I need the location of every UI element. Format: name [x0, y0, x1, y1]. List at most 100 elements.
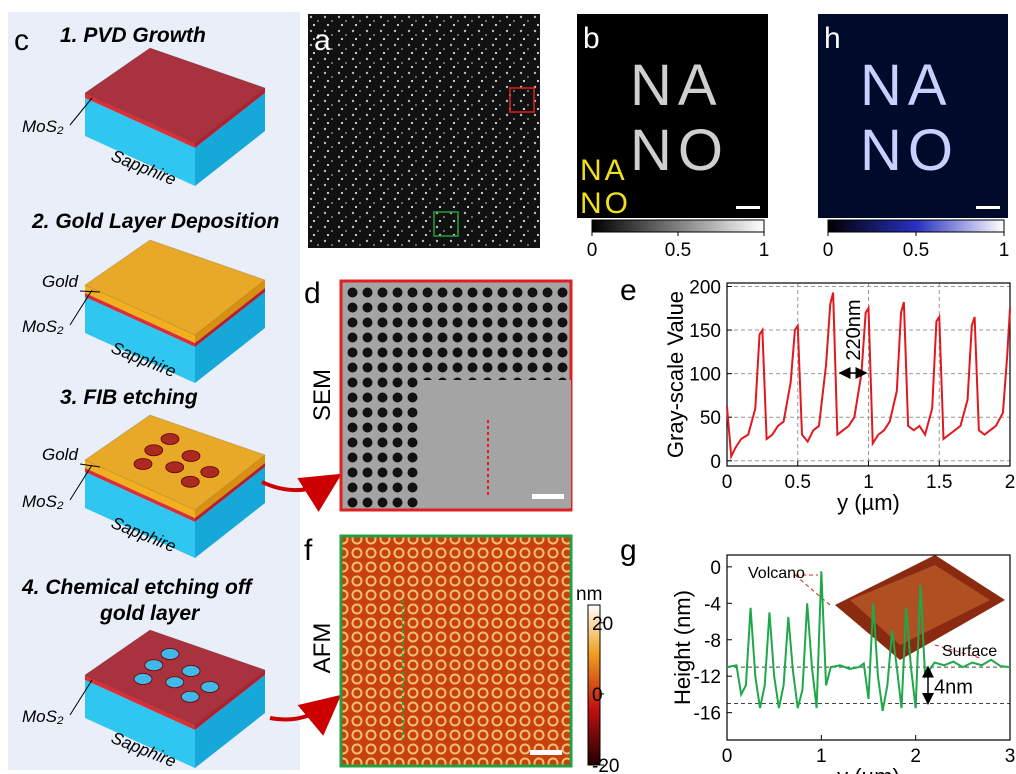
leader [69, 464, 93, 501]
annotation: 4nm [934, 676, 973, 698]
colorbar-unit: nm [576, 584, 602, 605]
y-tick-label: 100 [689, 365, 721, 386]
leader [794, 574, 831, 606]
step-title: 2. Gold Layer Deposition [31, 210, 279, 233]
x-tick-label: 2 [910, 746, 921, 767]
material-label: MoS₂ [22, 707, 64, 726]
panel-label: d [304, 277, 321, 310]
panel-label: c [14, 24, 29, 57]
x-axis-label: y (µm) [837, 764, 900, 774]
colorbar-tick-label: 20 [592, 614, 613, 635]
box-top [83, 47, 267, 144]
box-side [85, 297, 195, 383]
x-tick-label: 0 [722, 746, 733, 767]
annotation: 220nm [843, 299, 865, 360]
annotation: Surface [942, 643, 997, 660]
colorbar [591, 219, 765, 233]
arrow [269, 694, 342, 736]
box-side [195, 463, 265, 522]
colorbar-tick-label: 0 [592, 685, 603, 706]
colorbar-tick-label: -20 [592, 756, 619, 774]
step-title: 3. FIB etching [60, 386, 198, 409]
material-label: Gold [42, 445, 78, 464]
image-f [339, 534, 573, 768]
hole [200, 466, 220, 478]
data-line [726, 292, 1011, 461]
y-axis-label: Height (nm) [670, 590, 695, 705]
image-b [577, 14, 768, 218]
box-side [85, 93, 195, 148]
box-side [85, 98, 195, 186]
box-side [85, 285, 195, 343]
x-tick-label: 2 [1005, 472, 1016, 493]
step-title: 4. Chemical etching off [21, 576, 253, 599]
box-top [83, 239, 267, 336]
material-label: MoS₂ [22, 492, 64, 511]
image-text: NA [860, 53, 953, 118]
image-text: NO [860, 118, 959, 183]
leader [79, 290, 101, 293]
x-tick-label: 1 [816, 746, 827, 767]
hole [181, 665, 201, 677]
x-tick-label: 0 [722, 472, 733, 493]
annotation: Volcano [748, 565, 805, 582]
step-title: gold layer [99, 602, 201, 625]
leader [79, 463, 101, 468]
hole [144, 659, 164, 672]
technique: AFM [309, 623, 336, 674]
panel-label: e [620, 274, 637, 307]
hole [144, 444, 164, 457]
overlay-text: NO [580, 187, 631, 220]
colorbar-tick-label: 1 [759, 240, 770, 261]
roi [509, 87, 535, 113]
panel-label: h [824, 22, 841, 55]
hole [200, 681, 220, 693]
colorbar-tick-label: 0.5 [665, 240, 691, 261]
y-tick-label: -16 [694, 704, 721, 725]
scale-bar [736, 206, 760, 209]
box-side [195, 88, 265, 148]
image-text: NO [630, 118, 729, 183]
y-tick-label: 0 [710, 558, 721, 579]
hole [160, 433, 180, 445]
box-side [195, 455, 265, 518]
data-line [726, 571, 1011, 712]
box-side [195, 288, 265, 347]
x-tick-label: 1 [863, 472, 874, 493]
material-label: Gold [42, 272, 78, 291]
box-side [195, 670, 265, 730]
roi [433, 211, 459, 237]
image-text: NA [630, 53, 723, 118]
x-axis-label: y (µm) [837, 490, 900, 515]
x-tick-label: 1.5 [926, 472, 952, 493]
box-side [85, 293, 195, 347]
y-tick-label: 150 [689, 321, 721, 342]
y-axis-label: Gray-scale Value [663, 291, 688, 458]
scale-bar [530, 750, 562, 755]
material-label: MoS₂ [22, 317, 64, 336]
hole [133, 458, 153, 470]
colorbar-tick-label: 0 [823, 240, 834, 261]
step-title: 1. PVD Growth [60, 24, 206, 47]
technique: SEM [309, 369, 336, 421]
box-side [195, 467, 265, 558]
hole [160, 648, 180, 660]
colorbar-tick-label: 1 [999, 240, 1010, 261]
y-tick-label: -8 [704, 631, 721, 652]
box-side [85, 675, 195, 730]
x-tick-label: 3 [1005, 746, 1016, 767]
hole [180, 475, 200, 488]
y-tick-label: 200 [689, 277, 721, 298]
overlay-text: NA [580, 154, 628, 187]
box-side [195, 93, 265, 186]
panel-label: g [620, 534, 637, 567]
hole [165, 676, 185, 689]
scale-bar [532, 494, 564, 499]
panel-label: f [304, 534, 313, 567]
image-h [818, 14, 1008, 218]
box-side [195, 280, 265, 343]
box-side [85, 472, 195, 558]
y-tick-label: -12 [694, 667, 721, 688]
hole [181, 450, 201, 462]
hole [165, 461, 185, 474]
